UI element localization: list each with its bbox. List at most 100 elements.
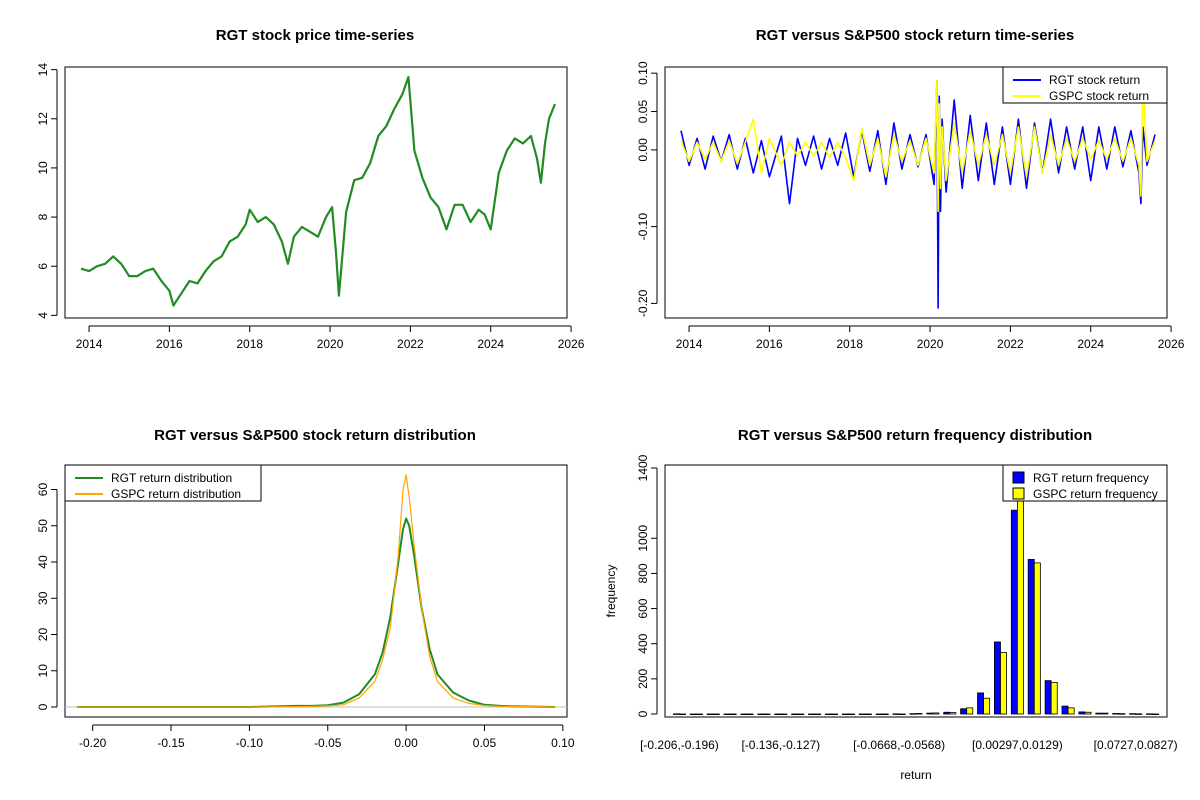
bar [712, 713, 720, 716]
y-tick-label: 600 [636, 598, 650, 618]
x-tick-label: 2016 [756, 337, 783, 351]
chart-title: RGT stock price time-series [216, 27, 414, 44]
bar [960, 708, 968, 715]
y-tick-label: 4 [36, 312, 50, 319]
bar [723, 713, 731, 716]
y-tick-label: 14 [36, 63, 50, 77]
x-axis-label: return [900, 768, 931, 782]
bar [977, 692, 984, 715]
legend-label: GSPC stock return [1049, 89, 1149, 103]
bar [1084, 711, 1092, 715]
bar [1078, 711, 1086, 715]
bar [757, 713, 765, 716]
y-tick-label: 200 [636, 669, 650, 689]
legend-box [1002, 464, 1168, 502]
bar [881, 713, 889, 716]
plot-frame [64, 464, 568, 718]
bar [1027, 558, 1035, 715]
bar [994, 641, 1001, 715]
x-tick-label: 2018 [236, 337, 263, 351]
y-tick-label: 10 [36, 664, 50, 678]
bar [1050, 681, 1058, 715]
chart-title: RGT versus S&P500 stock return distribut… [154, 427, 476, 444]
y-tick-label: 1400 [636, 454, 650, 481]
x-tick-label: 2022 [397, 337, 424, 351]
y-tick-label: 800 [636, 563, 650, 583]
x-tick-label: 0.10 [551, 736, 575, 750]
y-tick-label: 6 [36, 263, 50, 270]
y-tick-label: 30 [36, 591, 50, 605]
x-tick-label: -0.15 [157, 736, 185, 750]
x-tick-label: 2024 [477, 337, 504, 351]
plot-frame [64, 66, 568, 319]
y-tick-label: 8 [36, 213, 50, 220]
bar [672, 713, 680, 715]
legend-swatch [1012, 471, 1025, 484]
x-tick-label: -0.10 [236, 736, 264, 750]
bar [797, 713, 805, 716]
bar [966, 707, 974, 715]
x-tick-label: -0.05 [314, 736, 342, 750]
series-line [680, 80, 1156, 213]
plot-frame [664, 66, 1168, 319]
y-tick-label: 40 [36, 555, 50, 569]
bar [875, 713, 883, 716]
x-tick-label: 2018 [836, 337, 863, 351]
x-tick-label: -0.20 [79, 736, 107, 750]
bar [825, 713, 832, 716]
bar [898, 713, 906, 716]
series-line [680, 80, 1156, 309]
x-tick-label: [-0.0668,-0.0568) [853, 738, 945, 752]
y-tick-label: 20 [36, 628, 50, 642]
bar [892, 713, 900, 715]
bar [949, 712, 957, 715]
legend-label: RGT return distribution [111, 471, 232, 485]
bar [729, 713, 737, 716]
x-tick-label: [0.0727,0.0827) [1094, 738, 1178, 752]
bar [695, 713, 703, 716]
x-tick-label: 2016 [156, 337, 183, 351]
y-tick-label: -0.20 [636, 289, 650, 317]
x-tick-label: 2024 [1077, 337, 1104, 351]
bar [983, 697, 991, 715]
x-tick-label: 2014 [76, 337, 103, 351]
bar [740, 713, 748, 716]
bar [943, 711, 951, 715]
x-tick-label: 2026 [558, 337, 585, 351]
bar [1095, 712, 1103, 715]
bar [814, 713, 822, 716]
bar [1010, 509, 1018, 715]
bar [1033, 562, 1041, 715]
y-tick-label: 0.10 [636, 61, 650, 85]
x-tick-label: [0.00297,0.0129) [972, 738, 1063, 752]
series-line [80, 75, 557, 307]
x-tick-label: 2026 [1158, 337, 1185, 351]
y-tick-label: -0.10 [636, 213, 650, 241]
bar [1000, 652, 1007, 715]
y-tick-label: 0.00 [636, 138, 650, 162]
bar [1067, 707, 1075, 715]
bar [706, 713, 714, 716]
bar [909, 713, 917, 715]
bar [746, 713, 754, 716]
y-tick-label: 50 [36, 519, 50, 533]
legend-label: GSPC return distribution [111, 487, 241, 501]
bar [932, 712, 940, 715]
bar [1135, 713, 1143, 715]
x-tick-label: 2014 [676, 337, 703, 351]
x-tick-label: 2022 [997, 337, 1024, 351]
bar [1016, 471, 1024, 715]
y-axis-label: frequency [604, 565, 618, 618]
bar [689, 713, 697, 716]
y-tick-label: 0.05 [636, 100, 650, 124]
bar [791, 713, 799, 716]
bar [1101, 712, 1109, 715]
bar [915, 713, 923, 715]
bar [774, 713, 782, 716]
x-tick-label: [-0.136,-0.127) [741, 738, 820, 752]
y-tick-label: 400 [636, 633, 650, 653]
bar [763, 713, 771, 716]
bar [926, 712, 934, 715]
